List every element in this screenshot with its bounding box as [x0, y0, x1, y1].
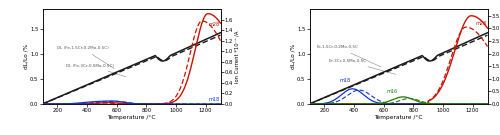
X-axis label: Temperature /°C: Temperature /°C [374, 114, 423, 119]
Text: DL (Fe-3Cr-0.5Mo-0.5C): DL (Fe-3Cr-0.5Mo-0.5C) [66, 64, 126, 77]
Y-axis label: Ion Current *10⁻⁸ /A: Ion Current *10⁻⁸ /A [234, 31, 240, 83]
X-axis label: Temperature /°C: Temperature /°C [107, 114, 156, 119]
Text: m18: m18 [208, 97, 220, 102]
Text: m28: m28 [476, 21, 486, 26]
Y-axis label: dL/Lo /%: dL/Lo /% [24, 44, 28, 69]
Text: Fe-3Cr-0.5Mo-0.5C: Fe-3Cr-0.5Mo-0.5C [329, 59, 396, 74]
Text: m18: m18 [339, 78, 350, 83]
Text: Fe-1.5Cr-0.2Mo-0.5C: Fe-1.5Cr-0.2Mo-0.5C [317, 45, 381, 67]
Text: m28: m28 [208, 22, 220, 27]
Y-axis label: dL/Lo /%: dL/Lo /% [290, 44, 296, 69]
Text: m16: m16 [386, 89, 398, 94]
Text: DL (Fe-1.5Cr-0.2Mo-0.5C): DL (Fe-1.5Cr-0.2Mo-0.5C) [56, 46, 114, 69]
